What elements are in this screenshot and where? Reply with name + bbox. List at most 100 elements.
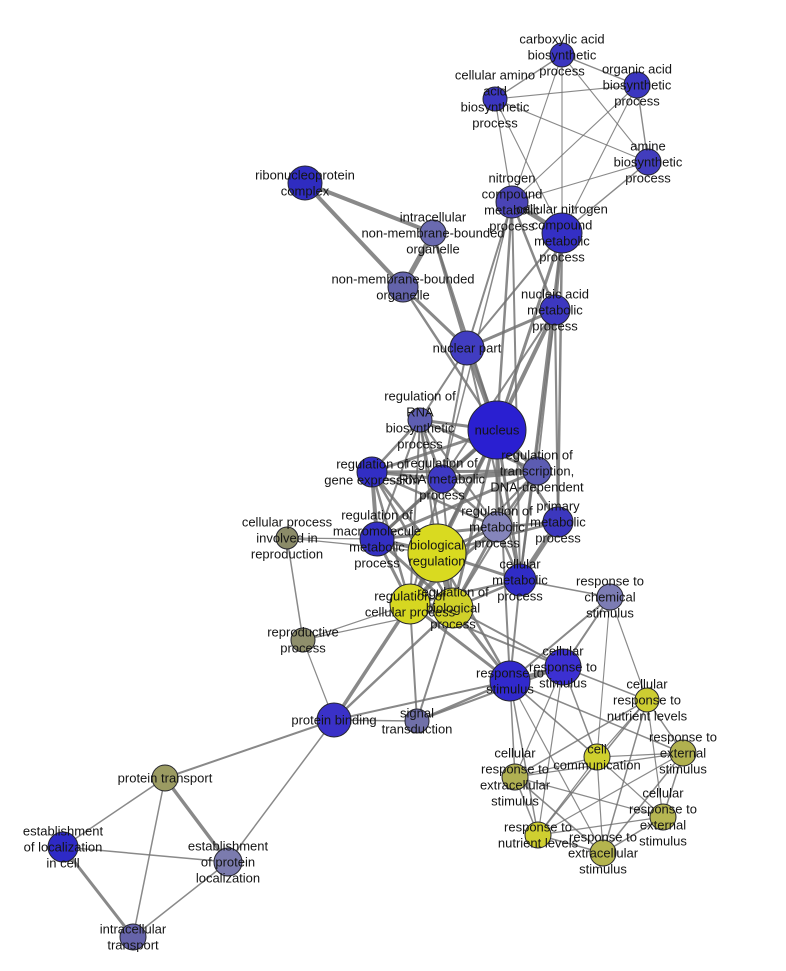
node-nucleicAcid[interactable]	[539, 294, 571, 326]
node-regRnaBio[interactable]	[407, 407, 433, 433]
labels-layer: carboxylic acid biosynthetic process organi…	[23, 32, 717, 953]
label-line: process	[430, 617, 476, 632]
node-aminoAcid[interactable]	[482, 86, 508, 112]
label-line: gene expression	[324, 473, 419, 488]
label-line: process	[539, 64, 585, 79]
node-ribonucleo[interactable]	[287, 165, 323, 201]
node-respChem[interactable]	[596, 583, 624, 611]
label-line: regulation of	[406, 456, 478, 471]
node-proteinTransport[interactable]	[151, 764, 179, 792]
label-line: transduction	[382, 722, 453, 737]
node-regCellProc[interactable]	[389, 583, 431, 625]
node-nonMembOrganelle[interactable]	[387, 271, 419, 303]
node-regBioProc[interactable]	[432, 587, 474, 629]
node-nitrogen[interactable]	[495, 185, 529, 219]
edge-regRnaBio-regMet	[419, 419, 498, 528]
label-line: in cell	[46, 856, 79, 871]
label-line: process	[489, 219, 535, 234]
label-line: complex	[281, 184, 330, 199]
label-regMacromol: regulation of macromolecule metabolic proce…	[333, 508, 421, 571]
node-cellRespStim[interactable]	[544, 648, 582, 686]
node-estLocCell[interactable]	[47, 831, 79, 863]
edge-respExternal-respExtracell	[602, 752, 684, 854]
node-regRnaMet[interactable]	[427, 464, 457, 494]
node-respNutrient[interactable]	[524, 821, 552, 849]
label-line: stimulus	[539, 676, 587, 691]
edge-nucleicAcid-regRnaMet	[441, 309, 556, 480]
node-proteinBinding[interactable]	[316, 702, 352, 738]
label-cellProcRepro: cellular process involved in reproduction	[242, 515, 333, 562]
node-cellMet[interactable]	[503, 563, 537, 597]
node-primaryMet[interactable]	[542, 506, 574, 538]
edge-cellRespExtracell-cellRespExternal	[514, 776, 664, 818]
label-line: cellular	[499, 557, 541, 572]
node-cellRespExtracell[interactable]	[501, 763, 529, 791]
edge-aminoAcid-cellNitrogen	[494, 98, 563, 234]
edge-regTranscription-regMacromol	[375, 469, 539, 541]
node-respExternal[interactable]	[669, 739, 697, 767]
label-line: biosynthetic	[461, 100, 530, 115]
label-line: process	[354, 556, 400, 571]
node-regGeneExpr[interactable]	[356, 456, 388, 488]
edge-cellProcRepro-reproProc	[286, 537, 304, 641]
node-estProtLoc[interactable]	[213, 847, 243, 877]
edge-cellRespNutrient-respExtracell	[602, 699, 648, 854]
node-regMacromol[interactable]	[359, 521, 395, 557]
node-nuclearPart[interactable]	[449, 330, 485, 366]
label-line: RNA	[406, 405, 434, 420]
edge-nuclearPart-cellMet	[466, 347, 521, 581]
node-cellRespNutrient[interactable]	[634, 687, 660, 713]
label-cellNitrogen: cellular nitrogen compound metabolic proces…	[516, 202, 608, 265]
node-carboxylic[interactable]	[549, 42, 575, 68]
label-line: extracellular	[480, 778, 551, 793]
node-intracellTransport[interactable]	[119, 923, 147, 951]
node-cellProcRepro[interactable]	[275, 526, 299, 550]
label-line: intracellular	[100, 922, 167, 937]
label-line: biosynthetic	[386, 421, 455, 436]
label-line: biosynthetic	[603, 78, 672, 93]
label-line: compound	[532, 218, 593, 233]
node-intraOrganelle[interactable]	[419, 219, 447, 247]
edge-cellRespStim-cellRespExtracell	[514, 666, 564, 778]
label-respStim: response to stimulus	[476, 666, 544, 697]
node-respStim[interactable]	[489, 660, 531, 702]
label-line: metabolic	[484, 203, 540, 218]
label-line: nitrogen	[489, 171, 536, 186]
edge-respExternal-respNutrient	[537, 752, 684, 836]
node-respExtracell[interactable]	[589, 839, 617, 867]
edge-respStim-respNutrient	[509, 680, 539, 836]
edge-proteinTransport-intracellTransport	[132, 777, 166, 938]
label-line: establishment	[188, 839, 269, 854]
node-regMet[interactable]	[481, 511, 513, 543]
label-line: metabolic	[530, 515, 586, 530]
edge-cellComm-respNutrient	[537, 756, 598, 836]
label-line: protein binding	[291, 713, 376, 728]
edge-organicAcid-aminoAcid	[494, 84, 638, 100]
node-cellComm[interactable]	[583, 743, 611, 771]
label-line: response to	[613, 693, 681, 708]
label-line: process	[532, 319, 578, 334]
edge-cellRespExternal-respNutrient	[537, 816, 664, 836]
label-line: establishment	[23, 824, 104, 839]
label-line: stimulus	[491, 794, 539, 809]
node-cellNitrogen[interactable]	[541, 212, 583, 254]
node-reproProc[interactable]	[290, 627, 316, 653]
node-amine[interactable]	[634, 148, 662, 176]
label-line: reproduction	[251, 547, 323, 562]
edge-nucleicAcid-primaryMet	[553, 308, 560, 524]
node-signalTrans[interactable]	[404, 708, 430, 734]
node-regTranscription[interactable]	[522, 456, 552, 486]
node-organicAcid[interactable]	[623, 71, 651, 99]
edge-cellRespNutrient-cellRespExtracell	[514, 699, 648, 778]
label-line: stimulus	[579, 862, 627, 877]
edge-regCellProc-proteinBinding	[332, 602, 412, 722]
edge-cellComm-cellRespExtracell	[514, 756, 598, 778]
node-bioReg[interactable]	[407, 523, 467, 583]
node-nucleus[interactable]	[467, 400, 527, 460]
label-bioReg: biological regulation	[408, 538, 465, 569]
edge-cellComm-respExternal	[596, 752, 684, 758]
label-line: RNA metabolic	[399, 472, 485, 487]
node-cellRespExternal[interactable]	[649, 803, 677, 831]
